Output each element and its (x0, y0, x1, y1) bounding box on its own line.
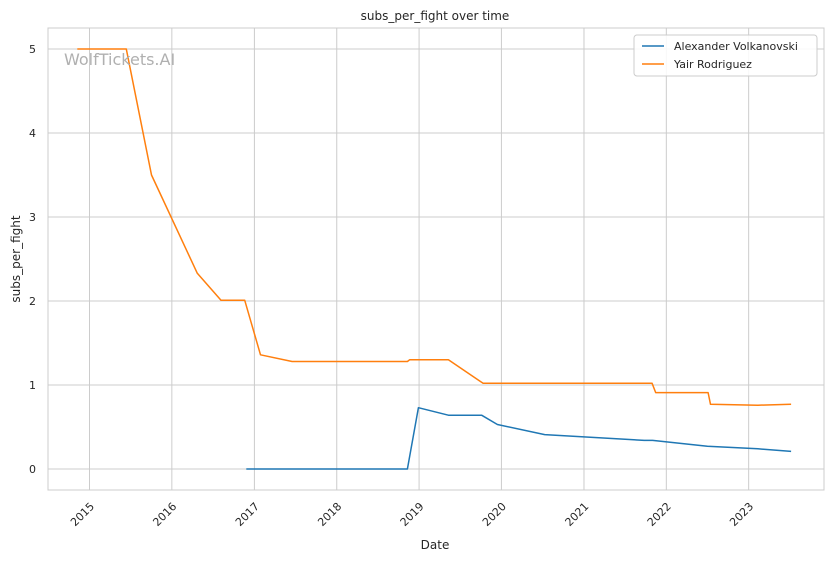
chart-title: subs_per_fight over time (361, 9, 510, 23)
series-line-1 (77, 48, 792, 406)
x-tick-label: 2019 (398, 500, 427, 529)
series-line-0 (246, 406, 792, 470)
x-axis: 2015 2016 2017 2018 2019 2020 2021 2022 2023 (68, 500, 756, 529)
y-tick-label: 5 (29, 43, 36, 56)
x-tick-label: 2023 (727, 500, 756, 529)
grid-lines (48, 28, 824, 490)
x-tick-label: 2015 (68, 500, 97, 529)
x-tick-label: 2022 (645, 500, 674, 529)
watermark: WolfTickets.AI (64, 50, 175, 69)
legend-box (633, 34, 818, 77)
x-tick-label: 2018 (315, 500, 344, 529)
x-tick-label: 2020 (480, 500, 509, 529)
x-axis-label: Date (421, 538, 450, 552)
legend: Alexander Volkanovski Yair Rodriguez (633, 34, 818, 77)
y-axis: 0 1 2 3 4 5 (29, 43, 36, 476)
series-layer (77, 48, 792, 470)
y-tick-label: 1 (29, 379, 36, 392)
x-tick-label: 2021 (563, 500, 592, 529)
y-tick-label: 3 (29, 211, 36, 224)
x-tick-label: 2016 (150, 500, 179, 529)
y-tick-label: 2 (29, 295, 36, 308)
plot-frame (47, 27, 825, 491)
y-tick-label: 4 (29, 127, 36, 140)
legend-label-0: Alexander Volkanovski (674, 40, 798, 53)
y-axis-label: subs_per_fight (9, 215, 23, 302)
legend-label-1: Yair Rodriguez (673, 58, 752, 71)
y-tick-label: 0 (29, 463, 36, 476)
x-tick-label: 2017 (233, 500, 262, 529)
